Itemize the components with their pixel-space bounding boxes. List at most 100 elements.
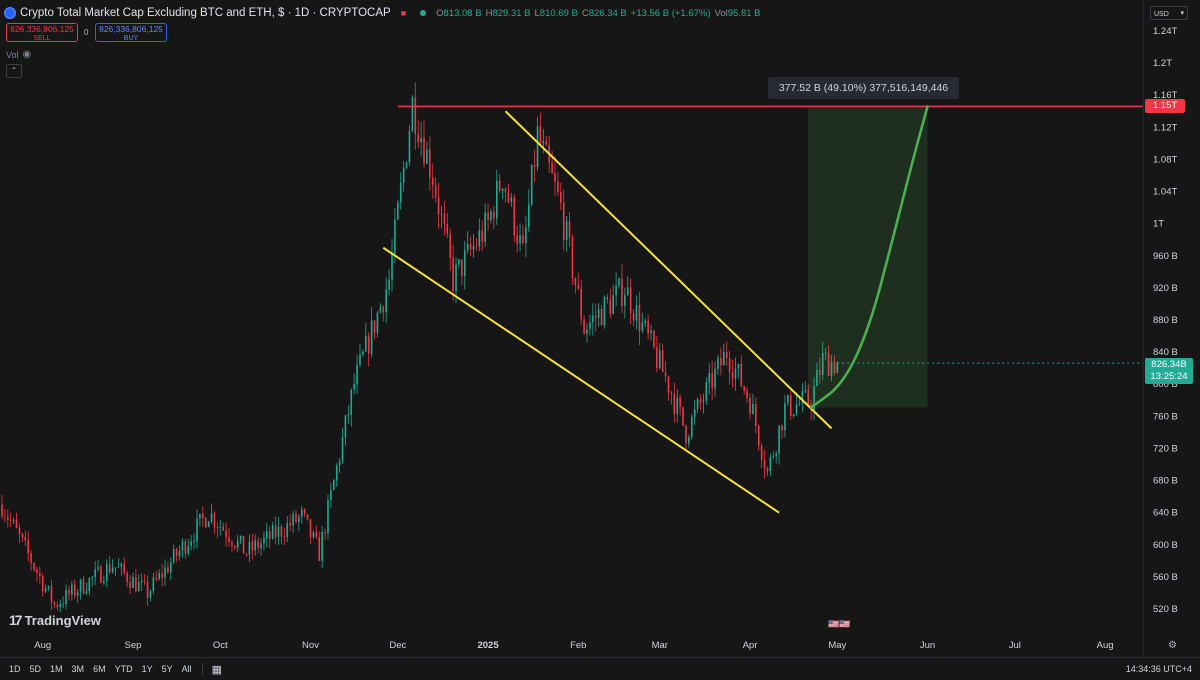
time-axis[interactable]: Aug Sep Oct Nov Dec 2025 Feb Mar Apr May Jun Jul Aug	[34, 640, 1113, 651]
candle-body	[801, 391, 804, 404]
candlestick-series	[1, 82, 839, 613]
candle-body	[606, 296, 609, 300]
candle-body	[638, 304, 641, 331]
symbol-logo-icon	[4, 7, 16, 19]
candle-body	[411, 97, 414, 132]
price-axis-label: 1.16T	[1153, 90, 1177, 101]
range-1y[interactable]: 1Y	[141, 664, 153, 674]
candle-body	[824, 352, 827, 354]
candle-body	[708, 372, 711, 383]
candle-body	[300, 509, 303, 517]
candle-body	[723, 352, 725, 366]
currency-select[interactable]: USD ▾	[1150, 6, 1188, 20]
candle-body	[586, 329, 588, 334]
candle-body	[711, 372, 713, 389]
candle-body	[469, 243, 472, 250]
candle-body	[673, 394, 676, 414]
range-all[interactable]: All	[181, 664, 192, 674]
last-price-value: 826.34B	[1151, 359, 1187, 370]
candle-body	[426, 149, 428, 164]
candle-body	[551, 162, 553, 174]
candle-body	[484, 212, 486, 242]
symbol-title[interactable]: Crypto Total Market Cap Excluding BTC an…	[20, 7, 391, 19]
candle-body	[434, 185, 437, 198]
candle-body	[207, 521, 210, 528]
sell-button[interactable]: 826,336,806,125 SELL	[6, 23, 78, 42]
candle-body	[399, 183, 402, 203]
candle-body	[82, 579, 85, 594]
candle-body	[254, 540, 257, 551]
candle-body	[626, 287, 629, 296]
candle-body	[152, 577, 155, 592]
time-axis-label: Apr	[743, 640, 758, 651]
flag-event-icon[interactable]: 🇺🇸🇺🇸	[828, 619, 851, 629]
price-axis-label: 880 B	[1153, 315, 1178, 326]
candle-body	[644, 320, 647, 323]
candle-body	[394, 219, 396, 254]
candle-body	[239, 535, 242, 541]
buy-button[interactable]: 826,336,806,125 BUY	[95, 23, 167, 42]
candle-body	[94, 569, 96, 578]
range-ytd[interactable]: YTD	[114, 664, 133, 674]
trendline-upper	[504, 110, 833, 430]
candle-body	[158, 573, 160, 580]
candle-body	[327, 500, 329, 534]
volume: Vol95.81 B	[714, 7, 761, 19]
tradingview-logo[interactable]: 17 TradingView	[9, 612, 101, 628]
candle-body	[39, 573, 41, 576]
time-axis-label: Jul	[1009, 640, 1021, 651]
candle-body	[114, 567, 117, 569]
candle-body	[562, 202, 565, 240]
range-5d[interactable]: 5D	[29, 664, 42, 674]
volume-indicator-legend[interactable]: Vol ◉	[6, 49, 31, 60]
drawing-overlays	[382, 105, 1143, 514]
candle-body	[490, 211, 492, 221]
candle-body	[784, 403, 786, 431]
time-axis-label: Aug	[1097, 640, 1114, 651]
candle-body	[594, 315, 597, 318]
range-6m[interactable]: 6M	[93, 664, 106, 674]
range-5y[interactable]: 5Y	[161, 664, 173, 674]
calendar-range-icon[interactable]: ▦	[211, 663, 223, 676]
candle-body	[632, 313, 635, 321]
range-1d[interactable]: 1D	[9, 664, 21, 674]
candle-body	[140, 580, 143, 583]
eye-icon[interactable]: ◉	[22, 49, 32, 60]
candle-body	[763, 460, 766, 469]
range-3m[interactable]: 3M	[71, 664, 85, 674]
candle-body	[56, 604, 59, 608]
candle-body	[603, 296, 606, 326]
candle-body	[33, 563, 35, 570]
candle-body	[804, 389, 807, 392]
candle-body	[388, 279, 390, 290]
candle-body	[257, 540, 259, 549]
price-axis-label: 680 B	[1153, 476, 1178, 487]
candle-body	[516, 235, 518, 244]
clock-time[interactable]: 14:34:36 UTC+4	[1125, 664, 1192, 674]
candle-body	[76, 592, 79, 596]
collapse-legend-button[interactable]: ⌃	[6, 64, 22, 78]
candle-body	[530, 164, 533, 205]
candle-body	[65, 589, 67, 605]
candle-body	[44, 588, 47, 592]
range-1m[interactable]: 1M	[50, 664, 63, 674]
candle-body	[527, 204, 530, 228]
candle-body	[766, 468, 769, 472]
candle-body	[696, 399, 699, 410]
candle-body	[9, 519, 12, 521]
candle-body	[821, 353, 824, 375]
price-axis[interactable]: 1.24T 1.2T 1.16T 1.12T 1.08T 1.04T 1T 960 B 920 …	[1142, 0, 1178, 657]
candle-body	[379, 306, 382, 313]
candle-body	[321, 531, 323, 561]
candle-body	[187, 545, 190, 554]
candle-body	[807, 389, 810, 405]
candle-body	[41, 575, 44, 592]
candle-body	[478, 230, 481, 247]
candle-body	[571, 237, 574, 279]
price-axis-label: 1.12T	[1153, 122, 1177, 133]
candle-body	[170, 562, 172, 573]
settings-icon[interactable]: ⚙	[1168, 640, 1177, 651]
candle-body	[161, 573, 163, 578]
candle-body	[298, 516, 300, 522]
